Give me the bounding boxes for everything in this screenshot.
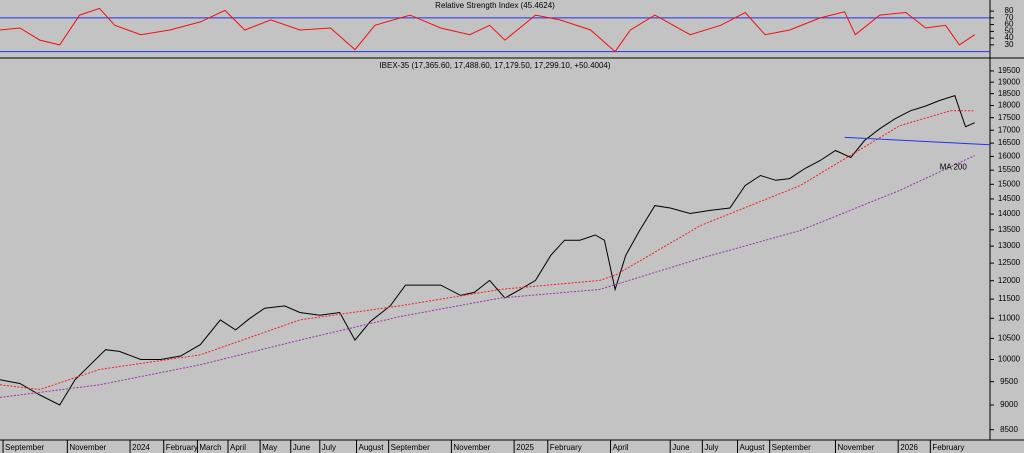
- price-title: IBEX-35 (17,365.60, 17,488.60, 17,179.50…: [379, 61, 610, 70]
- series-line: [0, 94, 975, 406]
- x-tick-label: July: [704, 443, 718, 452]
- y-tick-label: 18500: [998, 89, 1021, 98]
- y-tick-label: 16500: [998, 138, 1021, 147]
- y-tick-label: 19000: [998, 77, 1021, 86]
- y-tick-label: 80: [1005, 6, 1014, 15]
- x-tick-label: August: [359, 443, 385, 452]
- x-tick-label: 2026: [900, 443, 918, 452]
- y-tick-label: 15500: [998, 165, 1021, 174]
- series-line: [0, 155, 975, 398]
- x-tick-label: April: [613, 443, 629, 452]
- x-tick-label: February: [932, 443, 964, 452]
- x-tick-label: September: [772, 443, 811, 452]
- y-tick-label: 12500: [998, 258, 1021, 267]
- x-tick-label: April: [230, 443, 246, 452]
- y-tick-label: 18000: [998, 101, 1021, 110]
- y-tick-label: 9000: [1000, 400, 1018, 409]
- y-tick-label: 60: [1005, 20, 1014, 29]
- x-tick-label: June: [293, 443, 311, 452]
- series-line: [0, 7, 975, 53]
- y-tick-label: 10000: [998, 355, 1021, 364]
- y-tick-label: 70: [1005, 13, 1014, 22]
- y-tick-label: 14000: [998, 209, 1021, 218]
- x-tick-label: November: [453, 443, 490, 452]
- y-tick-label: 16000: [998, 152, 1021, 161]
- x-tick-label: November: [837, 443, 874, 452]
- series-line: [0, 110, 975, 391]
- x-tick-label: November: [69, 443, 106, 452]
- x-tick-label: February: [166, 443, 198, 452]
- y-tick-label: 13500: [998, 225, 1021, 234]
- x-tick-label: July: [322, 443, 336, 452]
- y-tick-label: 15000: [998, 179, 1021, 188]
- x-tick-label: September: [5, 443, 44, 452]
- x-tick-label: 2025: [516, 443, 534, 452]
- x-tick-label: September: [391, 443, 430, 452]
- y-tick-label: 11500: [998, 294, 1020, 303]
- y-tick-label: 8500: [1000, 425, 1018, 434]
- y-tick-label: 13000: [998, 241, 1021, 250]
- series-line: [844, 136, 991, 146]
- y-tick-label: 10500: [998, 334, 1021, 343]
- annotation: MA 200: [940, 163, 968, 172]
- y-tick-label: 50: [1005, 26, 1014, 35]
- y-tick-label: 17000: [998, 125, 1021, 134]
- x-tick-label: May: [262, 443, 277, 452]
- y-tick-label: 30: [1005, 40, 1014, 49]
- x-tick-label: February: [550, 443, 582, 452]
- y-tick-label: 40: [1005, 33, 1014, 42]
- x-tick-label: March: [199, 443, 221, 452]
- x-tick-label: June: [672, 443, 690, 452]
- y-tick-label: 11000: [998, 313, 1020, 322]
- y-tick-label: 9500: [1000, 377, 1018, 386]
- y-tick-label: 17500: [998, 113, 1021, 122]
- x-tick-label: August: [740, 443, 766, 452]
- x-tick-label: 2024: [132, 443, 150, 452]
- rsi-title: Relative Strength Index (45.4624): [435, 1, 555, 10]
- y-tick-label: 19500: [998, 66, 1021, 75]
- y-tick-label: 14500: [998, 194, 1021, 203]
- y-tick-label: 12000: [998, 276, 1021, 285]
